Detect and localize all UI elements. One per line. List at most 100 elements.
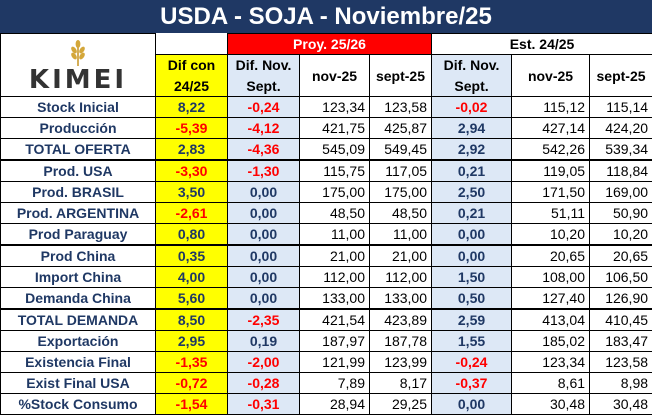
dif-con-value: -3,30 xyxy=(156,160,228,182)
dif-con-value: 3,50 xyxy=(156,182,228,203)
usda-soy-table: KIMEI Proy. 25/26 Est. 24/25 Dif con Dif… xyxy=(0,33,652,415)
logo: KIMEI xyxy=(1,34,156,97)
est-nov-value: 8,61 xyxy=(512,373,590,394)
est-nov-value: 51,11 xyxy=(512,203,590,224)
dif-nov-value-2: 1,50 xyxy=(432,267,512,288)
dif-con-value: 0,80 xyxy=(156,224,228,246)
row-label: Demanda China xyxy=(1,288,156,310)
proy-nov-value: 545,09 xyxy=(300,139,370,161)
dif-nov-value-2: 0,00 xyxy=(432,394,512,415)
est-nov-value: 413,04 xyxy=(512,309,590,331)
dif-nov-value-2: 0,50 xyxy=(432,288,512,310)
dif-nov-value: 0,00 xyxy=(228,245,300,267)
proy-nov-value: 123,34 xyxy=(300,97,370,118)
dif-con-value: 0,35 xyxy=(156,245,228,267)
proy-nov-value: 7,89 xyxy=(300,373,370,394)
sept25-header: sept-25 xyxy=(370,55,432,97)
proy-sept-value: 133,00 xyxy=(370,288,432,310)
est-nov-value: 542,26 xyxy=(512,139,590,161)
est-nov-value: 185,02 xyxy=(512,331,590,352)
dif-nov-value-2: 2,59 xyxy=(432,309,512,331)
dif-nov-value: 0,00 xyxy=(228,182,300,203)
proy-sept-value: 425,87 xyxy=(370,118,432,139)
est-nov-value: 30,48 xyxy=(512,394,590,415)
dif-con-value: -2,61 xyxy=(156,203,228,224)
est-sept-value: 115,14 xyxy=(590,97,652,118)
row-label: %Stock Consumo xyxy=(1,394,156,415)
sept-header-2: Sept. xyxy=(432,76,512,97)
est-nov-value: 427,14 xyxy=(512,118,590,139)
dif-nov-value-2: 2,92 xyxy=(432,139,512,161)
dif-nov-value: -4,12 xyxy=(228,118,300,139)
est-sept-value: 123,58 xyxy=(590,352,652,373)
dif-nov-value: -2,00 xyxy=(228,352,300,373)
est-nov-value: 108,00 xyxy=(512,267,590,288)
proy-nov-value: 28,94 xyxy=(300,394,370,415)
proy-nov-value: 421,54 xyxy=(300,309,370,331)
dif-con-value: -0,72 xyxy=(156,373,228,394)
sept-header: Sept. xyxy=(228,76,300,97)
proy-sept-value: 123,58 xyxy=(370,97,432,118)
dif-nov-value: 0,00 xyxy=(228,288,300,310)
dif-con-header: Dif con xyxy=(156,55,228,76)
row-label: Prod. ARGENTINA xyxy=(1,203,156,224)
est-nov-value: 115,12 xyxy=(512,97,590,118)
dif-con-year-header: 24/25 xyxy=(156,76,228,97)
row-label: Prod Paraguay xyxy=(1,224,156,246)
row-label: TOTAL OFERTA xyxy=(1,139,156,161)
dif-con-value: 8,50 xyxy=(156,309,228,331)
proy-sept-value: 423,89 xyxy=(370,309,432,331)
proy-nov-value: 21,00 xyxy=(300,245,370,267)
sheet-title: USDA - SOJA - Noviembre/25 xyxy=(0,0,652,33)
row-label: Existencia Final xyxy=(1,352,156,373)
dif-nov-header-2: Dif. Nov. xyxy=(432,55,512,76)
proy-nov-value: 48,50 xyxy=(300,203,370,224)
proy-nov-value: 421,75 xyxy=(300,118,370,139)
dif-con-value: 2,83 xyxy=(156,139,228,161)
est-sept-value: 118,84 xyxy=(590,160,652,182)
dif-nov-value: 0,00 xyxy=(228,224,300,246)
est-header: Est. 24/25 xyxy=(432,34,652,55)
row-label: Prod China xyxy=(1,245,156,267)
dif-nov-value-2: 2,94 xyxy=(432,118,512,139)
row-label: Prod. USA xyxy=(1,160,156,182)
est-nov-value: 20,65 xyxy=(512,245,590,267)
proy-sept-value: 549,45 xyxy=(370,139,432,161)
nov25-header-2: nov-25 xyxy=(512,55,590,97)
est-sept-value: 50,90 xyxy=(590,203,652,224)
nov25-header: nov-25 xyxy=(300,55,370,97)
est-nov-value: 123,34 xyxy=(512,352,590,373)
est-sept-value: 106,50 xyxy=(590,267,652,288)
proy-nov-value: 133,00 xyxy=(300,288,370,310)
dif-con-value: 4,00 xyxy=(156,267,228,288)
dif-nov-value-2: 2,50 xyxy=(432,182,512,203)
dif-nov-value: -0,31 xyxy=(228,394,300,415)
est-nov-value: 127,40 xyxy=(512,288,590,310)
row-label: TOTAL DEMANDA xyxy=(1,309,156,331)
proy-sept-value: 21,00 xyxy=(370,245,432,267)
dif-nov-value: -1,30 xyxy=(228,160,300,182)
dif-nov-value-2: -0,37 xyxy=(432,373,512,394)
proy-sept-value: 29,25 xyxy=(370,394,432,415)
dif-con-value: -5,39 xyxy=(156,118,228,139)
dif-con-value: 8,22 xyxy=(156,97,228,118)
est-sept-value: 20,65 xyxy=(590,245,652,267)
dif-nov-value: 0,19 xyxy=(228,331,300,352)
est-sept-value: 8,98 xyxy=(590,373,652,394)
est-sept-value: 424,20 xyxy=(590,118,652,139)
est-sept-value: 183,47 xyxy=(590,331,652,352)
soy-usda-table-sheet: USDA - SOJA - Noviembre/25 xyxy=(0,0,652,401)
